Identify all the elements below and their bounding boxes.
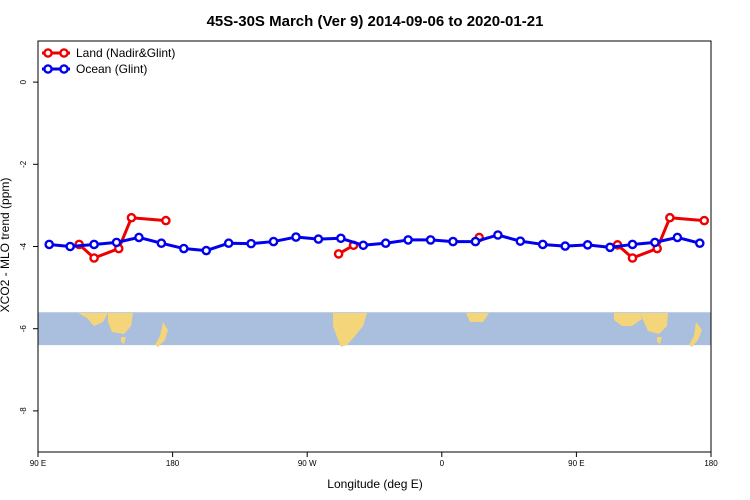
data-point (425, 235, 436, 245)
map-landmass (108, 313, 133, 334)
map-landmass (78, 313, 108, 326)
data-point (694, 238, 705, 249)
map-landmass (657, 337, 662, 344)
y-tick-label: -6 (19, 325, 28, 333)
data-point (246, 238, 256, 249)
legend-marker (43, 48, 53, 58)
series-line (47, 233, 702, 253)
legend-label: Land (Nadir&Glint) (76, 46, 175, 60)
y-axis-label: XCO2 - MLO trend (ppm) (0, 178, 12, 313)
x-tick-label: 180 (166, 459, 180, 468)
data-point (336, 233, 346, 244)
x-tick-label: 0 (440, 459, 445, 468)
data-point (537, 239, 548, 250)
map-landmass (333, 313, 367, 347)
plot-frame (37, 40, 712, 453)
data-point (161, 215, 171, 226)
data-point (89, 253, 99, 263)
data-point (582, 240, 593, 250)
map-band (38, 312, 711, 347)
y-tick-label: -8 (19, 407, 28, 415)
data-point (201, 245, 212, 256)
legend-marker (43, 64, 53, 74)
data-point (627, 239, 638, 250)
legend-item: Land (Nadir&Glint) (42, 46, 175, 60)
data-point (448, 236, 458, 247)
axis-ticks: 90 E 180 90 W 0 90 E 180 0 -2 -4 -6 -8 (19, 79, 718, 468)
data-point (156, 238, 167, 249)
data-point (65, 241, 75, 252)
data-point (134, 232, 144, 243)
data-point (223, 238, 234, 249)
series-land (74, 212, 710, 263)
map-landmass (155, 322, 168, 347)
y-tick-label: -4 (19, 242, 28, 250)
data-point (313, 234, 324, 244)
data-point (179, 243, 189, 254)
data-point (605, 242, 615, 253)
data-point (560, 241, 570, 251)
series-line (616, 216, 706, 260)
data-point (650, 237, 660, 248)
legend: Land (Nadir&Glint) Ocean (Glint) (42, 46, 175, 76)
data-point (358, 240, 369, 251)
chart-title: 45S-30S March (Ver 9) 2014-09-06 to 2020… (207, 13, 544, 30)
data-point (493, 230, 503, 240)
x-tick-label: 90 E (568, 459, 584, 468)
data-point (665, 212, 675, 223)
legend-marker (59, 64, 69, 74)
map-landmass (640, 313, 668, 334)
y-tick-label: -2 (19, 160, 28, 168)
data-point (291, 232, 301, 242)
data-point (89, 239, 99, 250)
series-layer (44, 212, 710, 263)
legend-label: Ocean (Glint) (76, 62, 147, 76)
x-tick-label: 90 E (30, 459, 46, 468)
legend-item: Ocean (Glint) (42, 62, 147, 76)
y-tick-label: 0 (19, 79, 28, 84)
data-point (515, 236, 526, 246)
series-ocean (44, 230, 705, 256)
map-landmass (689, 322, 702, 347)
data-point (699, 215, 710, 226)
map-ocean (38, 312, 711, 346)
x-tick-label: 180 (704, 459, 718, 468)
x-tick-label: 90 W (298, 459, 317, 468)
data-point (333, 249, 344, 259)
data-point (380, 238, 391, 249)
data-point (126, 212, 137, 223)
map-landmass (466, 313, 489, 322)
data-point (403, 235, 413, 245)
map-landmass (121, 337, 126, 344)
data-point (470, 236, 481, 247)
data-point (672, 232, 683, 243)
data-point (44, 239, 55, 250)
data-point (627, 253, 638, 263)
x-axis-label: Longitude (deg E) (327, 477, 422, 491)
data-point (268, 236, 279, 247)
map-landmass (614, 313, 642, 326)
series-line (77, 216, 168, 260)
legend-marker (59, 48, 69, 58)
data-point (111, 237, 122, 248)
